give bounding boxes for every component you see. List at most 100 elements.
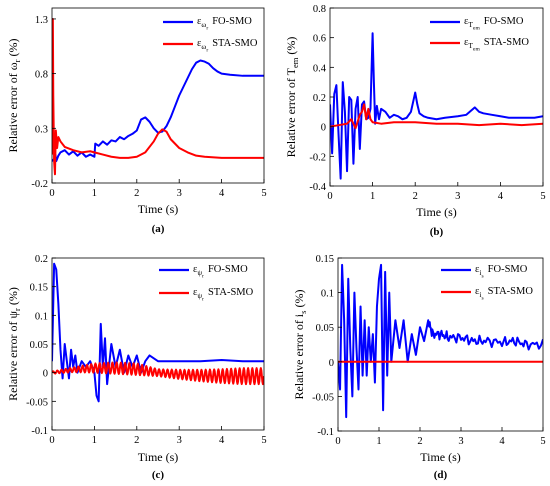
axes-box (51, 7, 265, 184)
chart-panel-3: 0 1 2 3 4 5 0.15 0.1 0.05 0 -0.05 -0.1 Time (s) Relat… (292, 254, 546, 481)
legend-label-0: εωr FO-SMO (197, 16, 252, 32)
legend-eps: ε (197, 38, 202, 49)
legend-subsub: r (202, 274, 204, 280)
y-tick-label: -0.05 (312, 392, 334, 403)
y-label-unit: (%) (284, 37, 298, 58)
legend-sub: ω (201, 20, 206, 29)
x-tick-label: 5 (261, 188, 266, 199)
x-tick-label: 2 (413, 191, 418, 202)
legend-sub: i (479, 268, 481, 277)
y-tick-label: -0.4 (309, 182, 326, 193)
y-axis-label: Relative error of Tem (%) (284, 37, 300, 158)
legend-eps: ε (193, 287, 198, 298)
y-label-sub: r (12, 59, 22, 62)
x-tick-label: 3 (458, 436, 463, 447)
y-tick-label: -0.1 (31, 426, 48, 437)
y-tick-label: 1.3 (35, 15, 48, 26)
legend-text: FO-SMO (212, 16, 252, 27)
legend-text: STA-SMO (484, 37, 530, 48)
x-tick-label: 2 (134, 188, 139, 199)
y-tick-label: -0.1 (317, 427, 334, 438)
x-tick-label: 5 (540, 436, 545, 447)
y-label-unit: (%) (6, 38, 20, 59)
y-tick-label: 0.2 (313, 93, 326, 104)
legend-text: STA-SMO (488, 286, 534, 297)
y-tick-label: 0.8 (35, 70, 48, 81)
x-axis-label: Time (s) (138, 450, 179, 464)
legend-sub: ψ (197, 291, 202, 300)
panel-caption: (b) (430, 226, 444, 238)
legend-label-0: εTem FO-SMO (464, 16, 524, 32)
y-tick-label: 0.05 (316, 323, 334, 334)
x-tick-label: 4 (499, 436, 505, 447)
x-tick-label: 1 (92, 435, 97, 446)
x-axis-label: Time (s) (416, 205, 457, 219)
legend-label-1: εωr STA-SMO (197, 38, 258, 54)
y-label-unit: (%) (6, 287, 20, 308)
series-line-0 (52, 59, 264, 163)
legend-subsub: em (473, 26, 480, 32)
y-tick-label: 0.3 (35, 124, 48, 135)
series-line-0 (338, 263, 543, 419)
x-tick-label: 5 (540, 191, 545, 202)
legend-text: FO-SMO (208, 264, 248, 275)
legend-sub: ω (201, 42, 206, 51)
legend-text: FO-SMO (484, 16, 524, 27)
y-label-sub: r (12, 308, 22, 311)
legend-eps: ε (464, 16, 469, 27)
y-label-text: Relative error of (284, 75, 298, 157)
legend-subsub: em (473, 47, 480, 53)
x-tick-label: 0 (327, 191, 332, 202)
legend-text: STA-SMO (208, 287, 254, 298)
x-tick-label: 1 (92, 188, 97, 199)
legend-eps: ε (475, 264, 480, 275)
y-tick-label: 0.2 (35, 254, 48, 265)
y-axis-label: Relative error of ψr (%) (6, 287, 22, 401)
y-tick-label: 0 (321, 123, 326, 134)
chart-panel-0: 0 1 2 3 4 5 1.3 0.8 0.3 -0.2 Time (s) Relative erro… (6, 7, 267, 235)
legend-label-1: εis STA-SMO (475, 286, 533, 302)
x-tick-label: 3 (455, 191, 460, 202)
y-tick-label: 0.15 (316, 254, 334, 265)
series-line-0 (52, 262, 264, 403)
legend-sub: ψ (197, 268, 202, 277)
y-axis-label: Relative error of ωr (%) (6, 38, 22, 152)
y-label-var: i (292, 313, 306, 317)
y-label-var: T (284, 67, 298, 75)
x-axis-label: Time (s) (138, 202, 179, 216)
axes-box (337, 257, 544, 432)
y-label-var: ω (6, 62, 20, 70)
legend-eps: ε (464, 37, 469, 48)
axes-box (51, 257, 265, 431)
chart-panel-1: 0 1 2 3 4 5 0.8 0.6 0.4 0.2 0 -0.2 -0.4 Time (s) Relat… (284, 4, 546, 238)
y-tick-label: 0.15 (30, 283, 48, 294)
x-tick-label: 4 (219, 435, 225, 446)
x-tick-label: 1 (376, 436, 381, 447)
x-tick-label: 1 (370, 191, 375, 202)
series-line-1 (330, 103, 543, 130)
y-axis-label: Relative error of is (%) (292, 290, 308, 400)
legend-label-0: εψr FO-SMO (193, 264, 248, 280)
y-label-sub: em (290, 57, 300, 68)
panel-caption: (c) (152, 469, 165, 481)
panel-caption: (d) (434, 469, 448, 481)
y-tick-label: -0.05 (26, 397, 48, 408)
y-tick-label: 0.05 (30, 340, 48, 351)
y-tick-label: 0 (329, 358, 334, 369)
legend-label-0: εis FO-SMO (475, 264, 528, 280)
series-line-1 (52, 17, 264, 176)
x-tick-label: 0 (49, 188, 54, 199)
legend-eps: ε (193, 264, 198, 275)
legend-subsub: r (206, 26, 208, 32)
series-line-0 (330, 32, 543, 180)
x-tick-label: 4 (498, 191, 504, 202)
y-label-text: Relative error of (6, 70, 20, 152)
legend-subsub: s (482, 296, 484, 302)
axes-box (329, 7, 544, 187)
legend-subsub: r (206, 48, 208, 54)
x-tick-label: 0 (335, 436, 340, 447)
x-tick-label: 3 (177, 188, 182, 199)
y-tick-label: 0.1 (35, 311, 48, 322)
legend-sub: T (468, 41, 473, 50)
